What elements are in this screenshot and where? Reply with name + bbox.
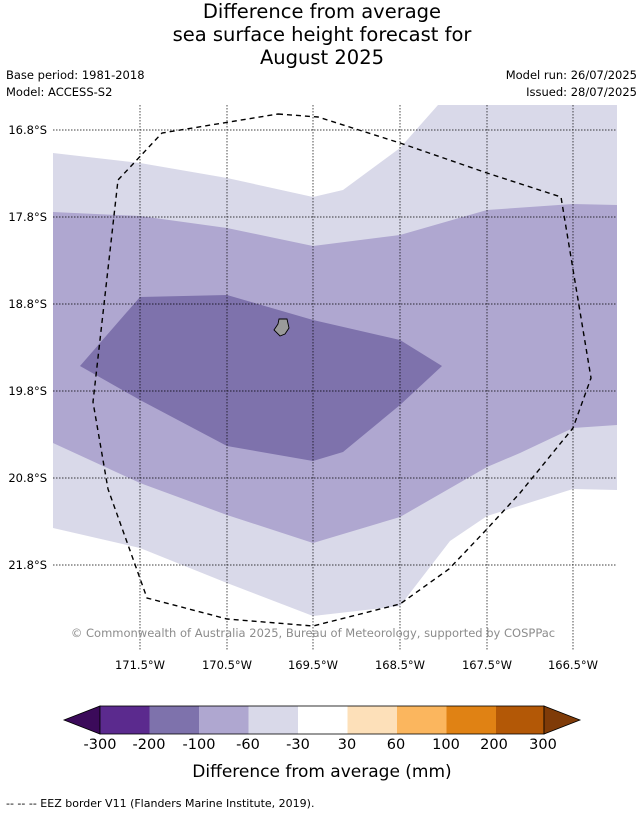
lon-label: 169.5°W [288, 658, 338, 672]
eez-footnote: -- -- -- EEZ border V11 (Flanders Marine… [6, 797, 315, 810]
island-land [273, 318, 290, 337]
lon-label: 170.5°W [202, 658, 252, 672]
lat-label: 21.8°S [8, 558, 47, 572]
colorbar-tick-label: 200 [480, 737, 508, 753]
title-line-1: Difference from average [202, 0, 442, 23]
colorbar-bin [149, 706, 199, 734]
contour-band-minus-100 [80, 295, 442, 461]
colorbar-tick-label: -30 [286, 737, 310, 753]
colorbar-bin [248, 706, 298, 734]
title-line-3: August 2025 [259, 46, 385, 69]
colorbar-bin [100, 706, 150, 734]
colorbar-bin [298, 706, 348, 734]
graticule [53, 105, 617, 651]
lat-label: 20.8°S [8, 471, 47, 485]
title-line-2: sea surface height forecast for [172, 23, 472, 46]
map-title: Difference from average sea surface heig… [0, 0, 644, 69]
colorbar-bins [100, 706, 544, 734]
contour-fills [53, 105, 617, 651]
colorbar-tick-label: -300 [83, 737, 117, 753]
colorbar-tick-label: -100 [182, 737, 216, 753]
colorbar-bin [496, 706, 544, 734]
colorbar [62, 705, 582, 735]
issued-date: Issued: 28/07/2025 [526, 85, 637, 99]
lat-label: 16.8°S [8, 123, 47, 137]
lat-label: 18.8°S [8, 297, 47, 311]
forecast-map: 16.8°S 17.8°S 18.8°S 19.8°S 20.8°S 21.8°… [8, 105, 617, 672]
colorbar-tick-label: 100 [432, 737, 460, 753]
colorbar-tick-label: 30 [337, 737, 357, 753]
colorbar-title: Difference from average (mm) [192, 762, 452, 782]
colorbar-over-arrow [543, 705, 582, 735]
meta-right: Model run: 26/07/2025 Issued: 28/07/2025 [506, 67, 637, 101]
lon-label: 166.5°W [548, 658, 598, 672]
colorbar-under-arrow [62, 705, 101, 735]
model-name: Model: ACCESS-S2 [6, 85, 113, 99]
lon-label: 171.5°W [115, 658, 165, 672]
colorbar-bin [397, 706, 447, 734]
colorbar-bin [199, 706, 249, 734]
lat-label: 19.8°S [8, 384, 47, 398]
copyright-notice: © Commonwealth of Australia 2025, Bureau… [71, 626, 555, 640]
colorbar-bin [347, 706, 397, 734]
colorbar-tick-label: -60 [236, 737, 260, 753]
lon-labels: 171.5°W 170.5°W 169.5°W 168.5°W 167.5°W … [115, 658, 598, 672]
colorbar-tick-label: 300 [529, 737, 557, 753]
meta-left: Base period: 1981-2018 Model: ACCESS-S2 [6, 67, 145, 101]
lon-label: 167.5°W [462, 658, 512, 672]
colorbar-bin [446, 706, 496, 734]
eez-border [92, 113, 592, 627]
lat-labels: 16.8°S 17.8°S 18.8°S 19.8°S 20.8°S 21.8°… [8, 123, 47, 572]
lon-label: 168.5°W [375, 658, 425, 672]
base-period: Base period: 1981-2018 [6, 68, 145, 82]
colorbar-tick-label: 60 [386, 737, 406, 753]
colorbar-tick-label: -200 [132, 737, 166, 753]
lat-label: 17.8°S [8, 210, 47, 224]
model-run: Model run: 26/07/2025 [505, 68, 637, 82]
